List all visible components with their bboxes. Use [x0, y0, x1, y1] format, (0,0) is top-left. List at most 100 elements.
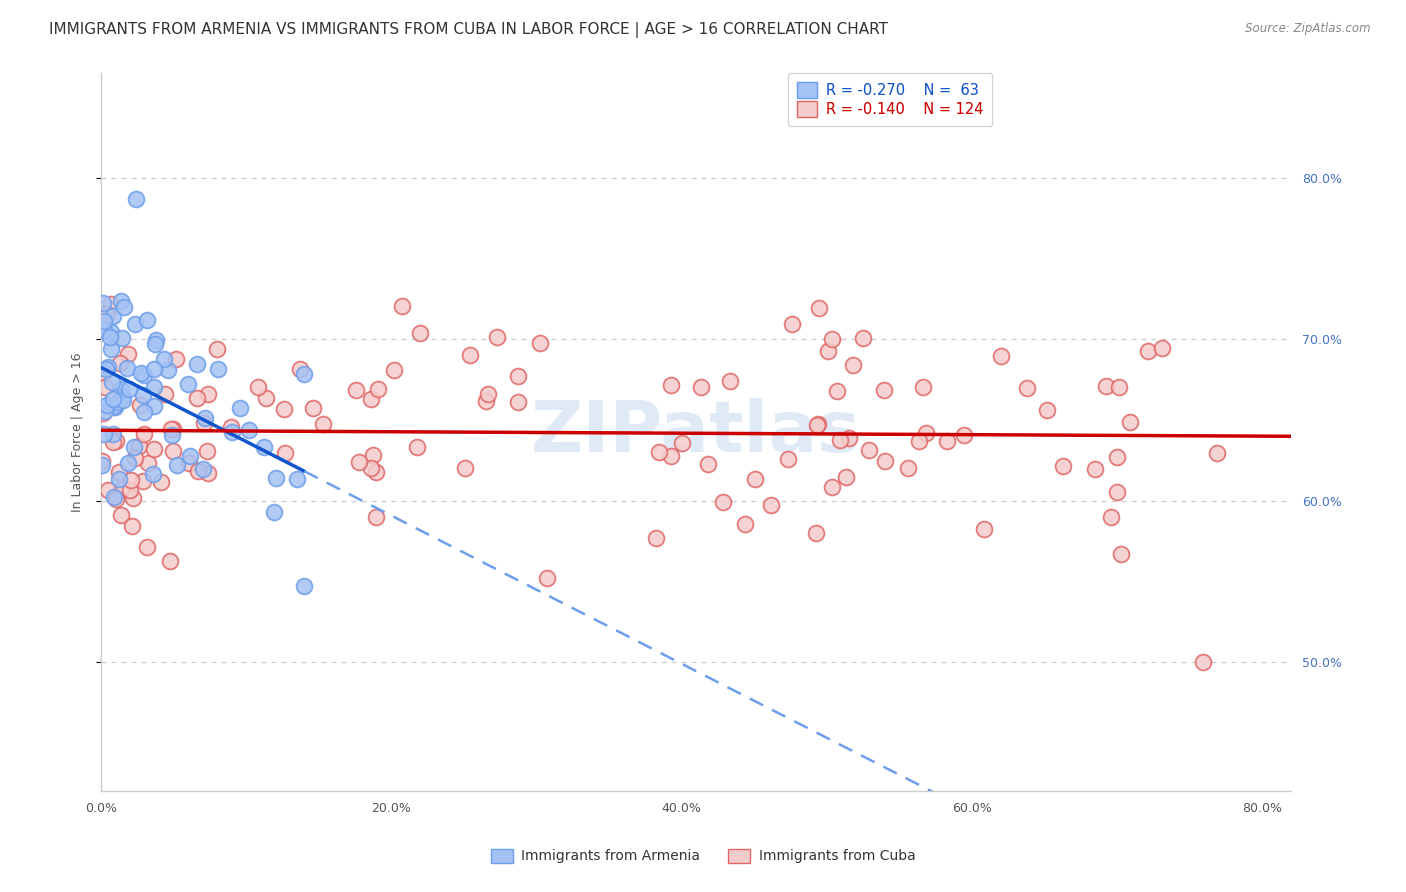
Point: [366, 465, 388, 479]
Point: [91, 366, 114, 380]
Point: [806, 418, 828, 433]
Point: [132, 368, 155, 382]
Point: [132, 405, 155, 419]
Point: [382, 363, 405, 377]
Point: [454, 461, 477, 475]
Point: [124, 450, 146, 465]
Point: [129, 366, 152, 380]
Point: [1036, 403, 1059, 417]
Point: [312, 417, 335, 431]
Y-axis label: In Labor Force | Age > 16: In Labor Force | Age > 16: [72, 352, 84, 512]
Point: [873, 454, 896, 468]
Point: [96, 398, 118, 412]
Point: [361, 448, 384, 462]
Point: [718, 374, 741, 388]
Point: [1099, 510, 1122, 524]
Point: [935, 434, 957, 449]
Point: [122, 491, 145, 505]
Point: [952, 428, 974, 442]
Point: [125, 192, 148, 206]
Point: [915, 425, 938, 440]
Point: [93, 314, 115, 328]
Point: [274, 446, 297, 460]
Point: [807, 301, 830, 315]
Point: [101, 426, 124, 441]
Point: [817, 343, 839, 358]
Point: [117, 360, 139, 375]
Point: [912, 380, 935, 394]
Point: [825, 384, 848, 399]
Point: [177, 456, 200, 470]
Point: [149, 475, 172, 489]
Point: [142, 361, 165, 376]
Point: [117, 347, 139, 361]
Point: [1191, 656, 1213, 670]
Point: [409, 326, 432, 340]
Point: [711, 495, 734, 509]
Point: [91, 295, 114, 310]
Point: [91, 453, 114, 467]
Point: [759, 498, 782, 512]
Point: [1109, 547, 1132, 561]
Point: [186, 391, 208, 405]
Point: [121, 519, 143, 533]
Point: [292, 579, 315, 593]
Point: [195, 443, 218, 458]
Point: [1206, 446, 1229, 460]
Point: [475, 393, 498, 408]
Point: [1052, 459, 1074, 474]
Point: [807, 417, 830, 431]
Point: [103, 399, 125, 413]
Point: [93, 426, 115, 441]
Point: [264, 471, 287, 485]
Point: [908, 434, 931, 448]
Point: [186, 357, 208, 371]
Point: [159, 422, 181, 436]
Text: ZIPatlas: ZIPatlas: [531, 398, 862, 467]
Point: [98, 330, 121, 344]
Point: [302, 401, 325, 415]
Point: [897, 461, 920, 475]
Point: [128, 398, 150, 412]
Point: [406, 440, 429, 454]
Point: [254, 391, 277, 405]
Point: [391, 299, 413, 313]
Point: [193, 416, 215, 430]
Point: [94, 379, 117, 393]
Point: [103, 491, 125, 505]
Point: [107, 395, 129, 409]
Point: [122, 441, 145, 455]
Point: [221, 425, 243, 440]
Point: [838, 431, 860, 445]
Point: [194, 411, 217, 425]
Point: [111, 393, 134, 408]
Point: [197, 466, 219, 480]
Point: [142, 380, 165, 394]
Point: [110, 356, 132, 370]
Point: [162, 444, 184, 458]
Point: [1105, 485, 1128, 500]
Point: [1118, 416, 1140, 430]
Point: [132, 387, 155, 401]
Point: [100, 343, 122, 357]
Point: [288, 362, 311, 376]
Point: [263, 505, 285, 519]
Point: [285, 472, 308, 486]
Point: [253, 440, 276, 454]
Point: [477, 387, 499, 401]
Point: [360, 392, 382, 406]
Point: [645, 531, 668, 545]
Point: [120, 473, 142, 487]
Point: [1015, 381, 1038, 395]
Point: [671, 436, 693, 450]
Point: [828, 433, 851, 447]
Point: [804, 525, 827, 540]
Point: [508, 369, 530, 384]
Point: [690, 380, 713, 394]
Point: [238, 423, 260, 437]
Point: [973, 522, 995, 536]
Point: [101, 434, 124, 449]
Point: [851, 330, 873, 344]
Point: [197, 387, 219, 401]
Point: [780, 317, 803, 331]
